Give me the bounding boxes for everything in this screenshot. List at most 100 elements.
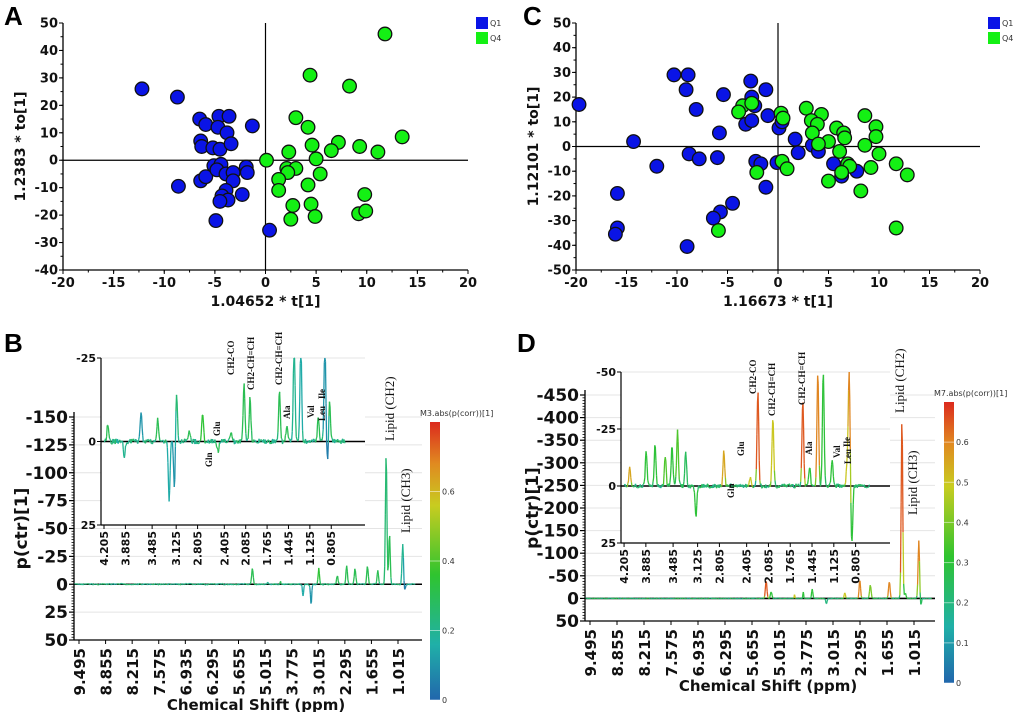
spectrum-segment — [203, 432, 206, 441]
spectrum-segment — [886, 597, 888, 600]
spectrum-segment — [190, 441, 193, 444]
data-point-q4 — [731, 104, 747, 120]
inset-annotation: Val — [832, 445, 842, 458]
x-tick-label: 3.775 — [284, 648, 302, 695]
spectrum-segment — [818, 427, 821, 466]
spectrum-segment — [808, 468, 811, 474]
x-tick-label: 7.575 — [151, 648, 169, 695]
x-tick-label: 9.495 — [582, 629, 600, 676]
inset-x-tick-label: 1.765 — [784, 549, 797, 584]
spectrum-segment — [113, 439, 116, 443]
spectrum-segment — [724, 597, 726, 600]
spectrum-segment — [146, 440, 148, 442]
spectrum-segment — [769, 481, 772, 488]
series-q1 — [134, 81, 278, 238]
spectrum-segment — [723, 597, 726, 600]
x-tick-label: -20 — [564, 276, 588, 291]
spectrum-segment — [587, 597, 590, 600]
spectrum-segment — [196, 583, 198, 585]
spectrum-segment — [316, 424, 319, 438]
spectrum-segment — [105, 436, 108, 441]
spectrum-segment — [604, 597, 606, 600]
spectrum-segment — [845, 463, 848, 472]
spectrum-segment — [122, 449, 125, 457]
spectrum-segment — [205, 441, 208, 443]
spectrum-segment — [679, 482, 682, 485]
x-tick-label: 1.655 — [363, 648, 381, 695]
y-tick-label: -50 — [548, 264, 572, 279]
spectrum-segment — [330, 434, 333, 438]
spectrum-segment — [203, 583, 205, 585]
spectrum-segment — [868, 484, 871, 487]
spectrum-segment — [895, 597, 898, 600]
spectrum-segment — [206, 583, 208, 586]
y-tick-label: -100 — [536, 544, 579, 564]
spectrum-segment — [847, 390, 850, 427]
spectrum-segment — [831, 597, 833, 600]
spectrum-segment — [122, 441, 124, 450]
spectrum-segment — [770, 441, 773, 466]
spectrum-segment — [750, 479, 753, 485]
spectrum-segment — [312, 583, 315, 585]
data-point-q4 — [744, 95, 760, 111]
spectrum-segment — [841, 484, 844, 488]
spectrum-segment — [639, 484, 642, 486]
data-point-q4 — [302, 67, 318, 83]
x-tick-label: 8.855 — [98, 648, 116, 695]
spectrum-segment — [850, 502, 853, 537]
data-point-q4 — [837, 130, 853, 146]
spectrum-segment — [809, 596, 812, 599]
spectrum-segment — [619, 597, 622, 600]
y-tick-label: -20 — [35, 209, 59, 224]
spectrum-segment — [145, 583, 148, 585]
spectrum-segment — [169, 583, 172, 586]
spectrum-segment — [115, 438, 117, 441]
spectrum-segment — [597, 597, 600, 600]
spectrum-segment — [293, 583, 295, 585]
spectrum-segment — [350, 583, 353, 586]
spectrum-segment — [258, 440, 261, 443]
spectrum-segment — [718, 486, 721, 489]
spectrum-segment — [284, 435, 287, 442]
spectrum-segment — [866, 597, 869, 600]
spectrum-segment — [155, 426, 158, 435]
spectrum-segment — [352, 581, 355, 585]
x-tick-label: 5.015 — [257, 648, 275, 695]
spectrum-segment — [844, 471, 847, 483]
x-axis-title: Chemical Shift (ppm) — [167, 696, 345, 712]
spectrum-segment — [141, 428, 144, 436]
data-point-q1 — [680, 67, 696, 83]
legend-swatch-q1 — [988, 17, 1000, 29]
spectrum-segment — [746, 484, 749, 487]
x-axis-title: Chemical Shift (ppm) — [679, 677, 857, 695]
spectrum-segment — [200, 423, 203, 435]
spectrum-segment — [277, 415, 280, 433]
x-tick-label: 6.935 — [177, 648, 195, 695]
spectrum-segment — [832, 476, 835, 483]
legend-swatch-q4 — [988, 32, 1000, 44]
spectrum-segment — [143, 440, 145, 442]
spectrum-segment — [336, 575, 339, 581]
spectrum-segment — [357, 583, 360, 585]
spectrum-segment — [919, 592, 922, 605]
spectrum-segment — [624, 597, 626, 600]
spectrum-segment — [635, 597, 638, 600]
spectrum-segment — [643, 597, 646, 600]
data-point-q1 — [609, 185, 625, 201]
data-point-q1 — [691, 151, 707, 167]
spectrum-segment — [322, 398, 325, 430]
data-point-q4 — [342, 78, 357, 94]
data-point-q1 — [244, 118, 260, 134]
spectrum-segment — [844, 594, 847, 598]
spectrum-segment — [293, 357, 296, 386]
spectrum-segment — [403, 580, 406, 590]
spectrum-segment — [286, 426, 289, 431]
spectrum-segment — [237, 441, 240, 444]
spectrum-segment — [331, 437, 333, 440]
spectrum-segment — [631, 597, 633, 600]
spectrum-segment — [630, 477, 633, 483]
data-point-q1 — [688, 101, 704, 117]
y-tick-label: -350 — [536, 431, 579, 451]
spectrum-segment — [672, 597, 675, 600]
spectrum-segment — [888, 581, 891, 584]
